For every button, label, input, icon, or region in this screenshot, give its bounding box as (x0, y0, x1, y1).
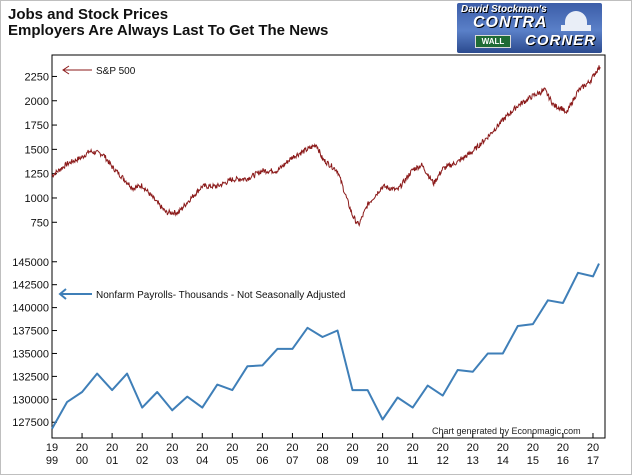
payrolls-y-tick-label: 127500 (12, 417, 49, 429)
sp500-y-axis: 750 1000 1250 1500 1750 2000 2250 (25, 71, 57, 229)
sp500-y-tick-label: 1000 (25, 193, 49, 205)
sp500-y-tick-label: 2250 (25, 71, 49, 83)
logo-word-contra: CONTRA (473, 14, 548, 31)
payrolls-y-tick-label: 135000 (12, 348, 49, 360)
chart-title: Jobs and Stock Prices Employers Are Alwa… (8, 7, 328, 39)
title-line-1: Jobs and Stock Prices (8, 6, 169, 23)
payrolls-y-axis: 127500 130000 132500 135000 137500 140000 1425… (12, 257, 57, 429)
sp500-line (51, 65, 601, 227)
x-tick-label-century: 20 (587, 442, 599, 454)
sp500-y-tick-label: 1750 (25, 120, 49, 132)
x-tick-label-century: 20 (106, 442, 118, 454)
x-tick-label-year: 06 (256, 455, 268, 467)
sp500-y-tick-label: 2000 (25, 96, 49, 108)
x-tick-label-century: 20 (437, 442, 449, 454)
x-tick-label-century: 20 (467, 442, 479, 454)
x-tick-label-year: 01 (106, 455, 118, 467)
wall-street-sign: WALL (475, 35, 511, 48)
payrolls-y-tick-label: 132500 (12, 371, 49, 383)
x-tick-label-century: 20 (226, 442, 238, 454)
x-tick-label-century: 20 (557, 442, 569, 454)
sp500-legend-label: S&P 500 (96, 66, 136, 77)
x-tick-label-century: 19 (46, 442, 58, 454)
x-tick-label-century: 20 (407, 442, 419, 454)
payrolls-y-tick-label: 145000 (12, 257, 49, 269)
payrolls-legend: Nonfarm Payrolls- Thousands - Not Season… (58, 288, 345, 301)
plot-area (51, 54, 606, 439)
x-tick-label-century: 20 (527, 442, 539, 454)
x-tick-label-year: 05 (226, 455, 238, 467)
x-tick-label-year: 00 (76, 455, 88, 467)
x-tick-label-year: 15 (527, 455, 539, 467)
x-tick-label-century: 20 (256, 442, 268, 454)
payrolls-legend-arrow (58, 288, 67, 300)
x-tick-label-year: 02 (136, 455, 148, 467)
x-tick-label-year: 10 (376, 455, 388, 467)
x-tick-label-century: 20 (76, 442, 88, 454)
x-tick-label-century: 20 (166, 442, 178, 454)
payrolls-y-tick-label: 130000 (12, 394, 49, 406)
x-tick-label-century: 20 (286, 442, 298, 454)
x-tick-label-century: 20 (136, 442, 148, 454)
chart-credit: Chart generated by Economagic.com (432, 426, 581, 436)
capitol-base-graphic (561, 25, 591, 31)
x-tick-label-year: 03 (166, 455, 178, 467)
x-tick-label-year: 17 (587, 455, 599, 467)
x-axis: 1999200020012002200320042005200620072008… (46, 433, 599, 467)
x-tick-label-year: 07 (286, 455, 298, 467)
x-tick-label-year: 14 (497, 455, 509, 467)
payrolls-y-tick-label: 137500 (12, 326, 49, 338)
x-tick-label-year: 16 (557, 455, 569, 467)
x-tick-label-year: 04 (196, 455, 208, 467)
sp500-y-tick-label: 1500 (25, 144, 49, 156)
series-group (51, 65, 601, 430)
x-tick-label-century: 20 (196, 442, 208, 454)
x-tick-label-year: 09 (346, 455, 358, 467)
sp500-legend: S&P 500 (62, 65, 136, 77)
x-tick-label-century: 20 (497, 442, 509, 454)
capitol-dome-graphic (565, 11, 587, 25)
x-tick-label-year: 12 (437, 455, 449, 467)
payrolls-legend-label: Nonfarm Payrolls- Thousands - Not Season… (96, 290, 345, 301)
payrolls-line (51, 263, 600, 430)
logo-byline: David Stockman's (461, 4, 547, 15)
payrolls-y-tick-label: 140000 (12, 303, 49, 315)
x-tick-label-year: 99 (46, 455, 58, 467)
x-tick-label-century: 20 (346, 442, 358, 454)
x-tick-label-century: 20 (316, 442, 328, 454)
logo-word-corner: CORNER (525, 32, 597, 49)
x-tick-label-year: 08 (316, 455, 328, 467)
contra-corner-logo: David Stockman's CONTRA WALL CORNER (457, 3, 602, 53)
x-tick-label-year: 13 (467, 455, 479, 467)
sp500-y-tick-label: 750 (31, 217, 49, 229)
payrolls-y-tick-label: 142500 (12, 280, 49, 292)
title-line-2: Employers Are Always Last To Get The New… (8, 22, 329, 39)
sp500-y-tick-label: 1250 (25, 169, 49, 181)
sp500-legend-arrow (62, 65, 70, 75)
x-tick-label-century: 20 (376, 442, 388, 454)
x-tick-label-year: 11 (407, 455, 418, 467)
